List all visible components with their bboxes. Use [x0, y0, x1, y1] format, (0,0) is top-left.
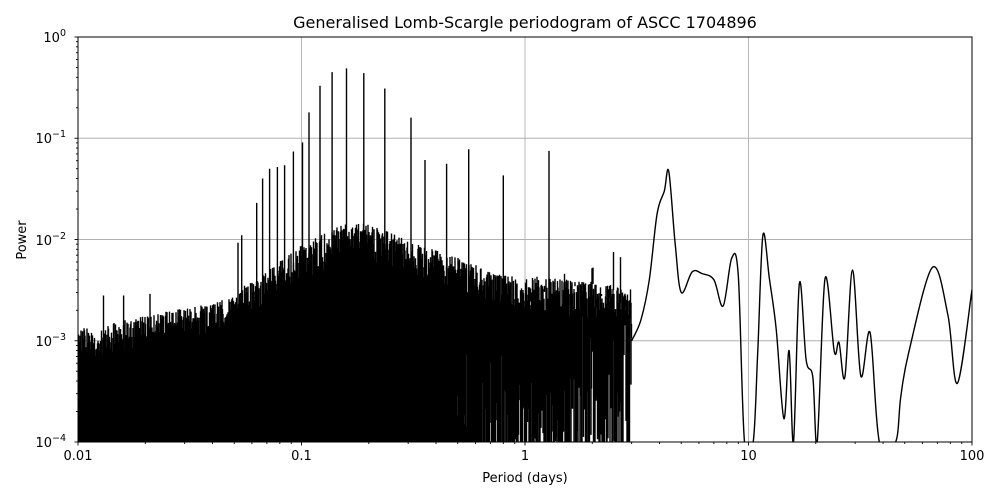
x-tick-label: 0.1	[291, 449, 312, 464]
x-tick-label: 1	[521, 449, 529, 464]
y-tick-label: 10−1	[35, 129, 66, 147]
y-tick-label: 10−4	[35, 433, 66, 451]
y-axis-label: Power	[15, 220, 30, 260]
periodogram-trace	[78, 68, 972, 442]
y-tick-labels: 100 10−1 10−2 10−3 10−4	[35, 28, 66, 451]
x-tick-label: 0.01	[64, 449, 93, 464]
y-tick-label: 10−2	[35, 231, 66, 249]
x-axis-label: Period (days)	[482, 471, 568, 486]
chart-title: Generalised Lomb-Scargle periodogram of …	[293, 13, 757, 32]
axis-ticks	[74, 36, 973, 446]
y-tick-label: 10−3	[35, 332, 66, 350]
y-tick-label: 100	[43, 28, 66, 46]
x-tick-labels: 0.01 0.1 1 10 100	[64, 449, 985, 464]
x-tick-label: 10	[740, 449, 757, 464]
x-tick-label: 100	[960, 449, 985, 464]
